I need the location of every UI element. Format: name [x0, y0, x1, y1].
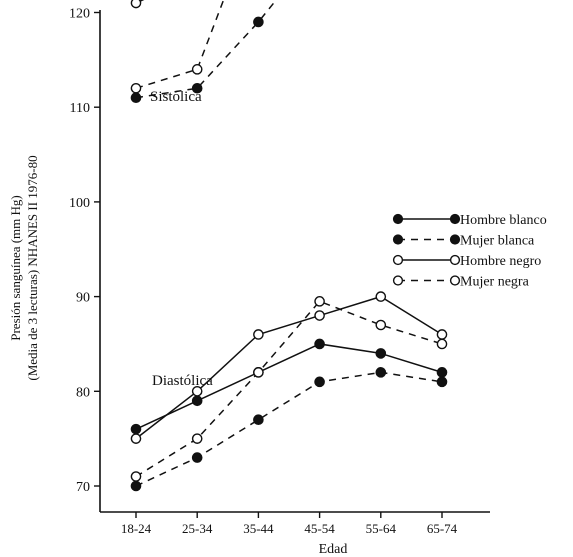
y-tick-label: 90 — [76, 291, 90, 306]
legend-marker-mujer-negra — [392, 275, 404, 286]
legend: Hombre blanco Mujer blanca Hombre negro Muj… — [392, 213, 547, 290]
x-tick-label: 55-64 — [366, 521, 397, 536]
legend-label-hombre-negro: Hombre negro — [460, 254, 541, 269]
x-tick-label: 65-74 — [427, 521, 458, 536]
y-tick-label: 120 — [69, 7, 90, 22]
legend-marker-hombre-negro — [449, 254, 461, 266]
series-layer — [135, 0, 443, 487]
data-point-mujer-blanca-diastolic — [191, 452, 203, 463]
x-tick-label: 35-44 — [243, 521, 274, 536]
series-line-mujer-negra-diastolic — [135, 300, 443, 478]
series-line-mujer-negra-systolic — [135, 0, 225, 89]
legend-marker-hombre-blanco — [392, 213, 404, 225]
data-point-mujer-blanca-systolic — [130, 92, 142, 104]
series-line-mujer-blanca-diastolic — [135, 371, 443, 487]
x-tick-label: 25-34 — [182, 521, 213, 536]
data-point-hombre-negro-systolic — [130, 0, 142, 9]
data-point-mujer-negra-diastolic — [130, 471, 142, 482]
data-point-mujer-blanca-systolic — [191, 82, 203, 94]
legend-marker-mujer-blanca — [392, 234, 404, 245]
data-point-mujer-blanca-diastolic — [130, 480, 142, 492]
x-tick-label: 45-54 — [304, 521, 335, 536]
data-point-hombre-negro-diastolic — [436, 329, 448, 340]
legend-label-mujer-negra: Mujer negra — [460, 275, 530, 290]
y-tick-label: 100 — [69, 196, 90, 211]
data-point-mujer-blanca-diastolic — [436, 376, 448, 388]
data-point-mujer-blanca-systolic — [253, 16, 264, 28]
legend-marker-mujer-blanca — [449, 234, 461, 245]
data-point-hombre-negro-diastolic — [314, 310, 325, 321]
data-point-hombre-negro-diastolic — [130, 433, 142, 444]
data-point-mujer-negra-diastolic — [191, 433, 203, 444]
data-point-hombre-blanco-diastolic — [130, 423, 142, 435]
data-point-hombre-blanco-diastolic — [191, 395, 203, 407]
data-point-hombre-negro-diastolic — [253, 329, 264, 340]
axes: 70809010011012013014015018-2425-3435-444… — [69, 7, 490, 536]
data-point-mujer-negra-diastolic — [314, 296, 325, 307]
data-point-mujer-negra-diastolic — [436, 338, 448, 350]
y-tick-label: 70 — [76, 480, 90, 495]
data-point-mujer-blanca-diastolic — [253, 414, 264, 426]
data-point-mujer-blanca-diastolic — [375, 367, 387, 378]
y-tick-label: 110 — [70, 101, 90, 116]
data-point-mujer-negra-diastolic — [375, 319, 387, 331]
legend-marker-mujer-negra — [449, 275, 461, 286]
data-point-mujer-negra-diastolic — [253, 367, 264, 378]
annotation-diastolica: Diastólica — [152, 373, 213, 389]
marker-layer — [130, 0, 448, 492]
legend-label-hombre-blanco: Hombre blanco — [460, 213, 547, 228]
y-axis-label-line1: Presión sanguínea (mm Hg) — [8, 195, 23, 341]
legend-label-mujer-blanca: Mujer blanca — [460, 234, 535, 249]
data-point-hombre-blanco-diastolic — [436, 367, 448, 378]
data-point-hombre-blanco-diastolic — [314, 338, 325, 350]
series-line-hombre-negro-systolic — [135, 0, 145, 4]
data-point-hombre-negro-diastolic — [375, 291, 387, 302]
series-line-hombre-blanco-diastolic — [135, 343, 443, 430]
y-tick-label: 80 — [76, 385, 90, 400]
annotation-sistolica: Sistólica — [150, 89, 202, 105]
data-point-mujer-blanca-diastolic — [314, 376, 325, 388]
legend-marker-hombre-blanco — [449, 213, 461, 225]
data-point-hombre-blanco-diastolic — [375, 348, 387, 359]
data-point-hombre-negro-diastolic — [191, 385, 203, 397]
x-tick-label: 18-24 — [121, 521, 152, 536]
y-axis-label-line2: (Media de 3 lecturas) NHANES II 1976-80 — [25, 155, 40, 380]
data-point-mujer-negra-systolic — [191, 64, 203, 75]
data-point-mujer-negra-systolic — [130, 82, 142, 94]
legend-marker-hombre-negro — [392, 254, 404, 266]
series-line-hombre-negro-diastolic — [135, 295, 443, 440]
series-line-mujer-blanca-systolic — [135, 0, 278, 99]
x-axis-label: Edad — [319, 542, 348, 557]
